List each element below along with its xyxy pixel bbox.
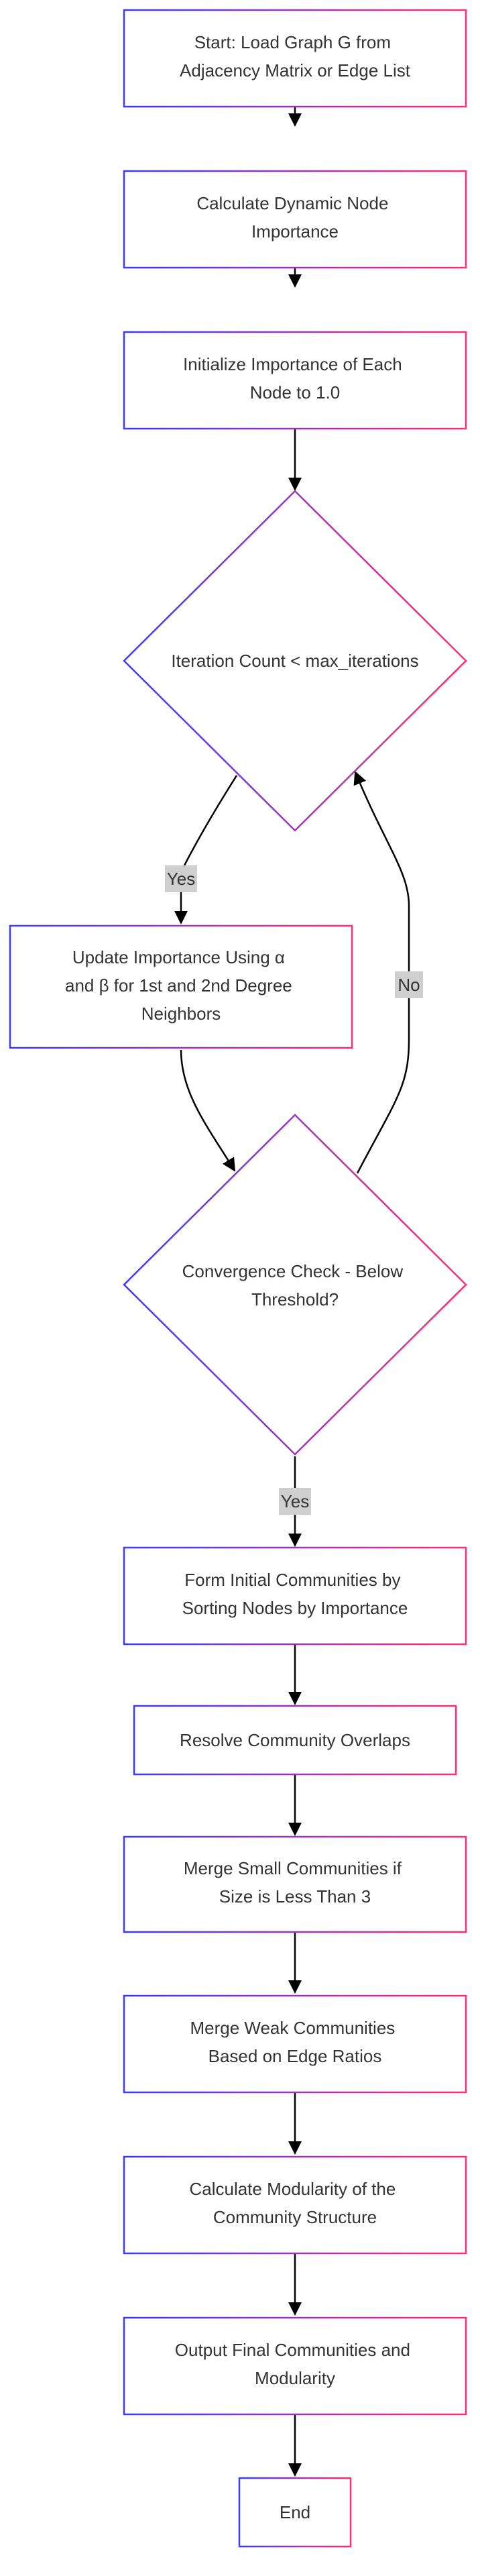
svg-text:Calculate Dynamic Node I: Calculate Dynamic Node Importance [196,193,393,241]
edge-label-convergence-no: No [395,971,423,998]
svg-text:Calculate Modularity of the: Calculate Modularity of the Community St… [189,2179,400,2227]
node-calculate-modularity: Calculate Modularity of the Community St… [123,2155,467,2255]
node-text-line: Resolve Community Overlaps [180,1730,410,1750]
node-output: Output Final Communities and Modularity [123,2316,467,2416]
node-merge-weak: Merge Weak Communities Based on Edge Rat… [123,1994,467,2094]
node-text-line: Form Initial Communities by [184,1570,400,1590]
edge-label-iteration-yes: Yes [165,865,197,892]
node-text-line: Threshold? [251,1289,339,1309]
node-form-communities: Form Initial Communities by Sorting Node… [123,1546,467,1646]
svg-text:Form Initial Communities by: Form Initial Communities by Sorting Node… [182,1570,408,1618]
svg-text:Merge Small Communities if: Merge Small Communities if Size is Less … [184,1858,406,1907]
node-text-line: End [280,2502,310,2522]
node-text-line: Importance [251,221,339,241]
node-text-line: Calculate Modularity of the [189,2179,396,2199]
node-initialize-importance: Initialize Importance of Each Node to 1.… [123,331,467,430]
edge-label-text: Yes [167,869,195,889]
svg-text:Merge Weak Communities B: Merge Weak Communities Based on Edge Rat… [190,2018,400,2066]
node-text-line: Modularity [255,2368,335,2388]
node-start: Start: Load Graph G from Adjacency Matri… [123,9,467,108]
node-iteration-check: Iteration Count < max_iterations [123,490,467,832]
node-text-line: Convergence Check - Below [182,1261,404,1281]
node-text-line: Update Importance Using α [72,947,285,967]
node-text-line: Neighbors [141,1004,221,1024]
edge-update-to-convergence [180,1049,236,1172]
node-text-line: Initialize Importance of Each [183,354,402,374]
svg-text:Iteration Count < max_iteratio: Iteration Count < max_iterations [171,651,418,671]
edge-label-text: No [398,975,420,995]
node-text-line: Community Structure [213,2207,377,2227]
edge-iteration-to-update [174,775,238,924]
svg-text:Update Importance Using α: Update Importance Using α and β for 1st … [65,947,297,1024]
node-text-line: Node to 1.0 [250,382,340,402]
svg-text:End: End [280,2502,310,2522]
node-text-line: Iteration Count < max_iterations [171,651,418,671]
node-convergence-check: Convergence Check - Below Threshold? [123,1114,467,1456]
node-update-importance: Update Importance Using α and β for 1st … [9,924,353,1049]
node-end: End [238,2477,352,2548]
node-text-line: Sorting Nodes by Importance [182,1598,408,1618]
edge-label-convergence-yes: Yes [279,1488,311,1515]
node-text-line: Adjacency Matrix or Edge List [180,60,411,80]
svg-text:Start: Load Graph G from: Start: Load Graph G from Adjacency Matri… [180,32,411,80]
node-text-line: Output Final Communities and [175,2340,410,2360]
node-calculate-importance: Calculate Dynamic Node Importance [123,170,467,269]
node-text-line: Calculate Dynamic Node [196,193,388,213]
edge-label-text: Yes [281,1491,309,1511]
node-text-line: Merge Weak Communities [190,2018,395,2038]
node-resolve-overlaps: Resolve Community Overlaps [133,1705,457,1776]
node-text-line: and β for 1st and 2nd Degree [65,975,292,996]
svg-text:Output Final Communities and: Output Final Communities and Modularity [175,2340,415,2388]
node-text-line: Size is Less Than 3 [219,1886,371,1907]
node-merge-small: Merge Small Communities if Size is Less … [123,1835,467,1933]
node-text-line: Merge Small Communities if [184,1858,402,1878]
svg-text:Resolve Community Overlaps: Resolve Community Overlaps [180,1730,410,1750]
node-text-line: Start: Load Graph G from [194,32,391,52]
svg-text:Initialize Importance of Each: Initialize Importance of Each Node to 1.… [183,354,407,402]
node-text-line: Based on Edge Ratios [208,2046,382,2066]
svg-text:Convergence Check - Below: Convergence Check - Below Threshold? [182,1261,408,1309]
